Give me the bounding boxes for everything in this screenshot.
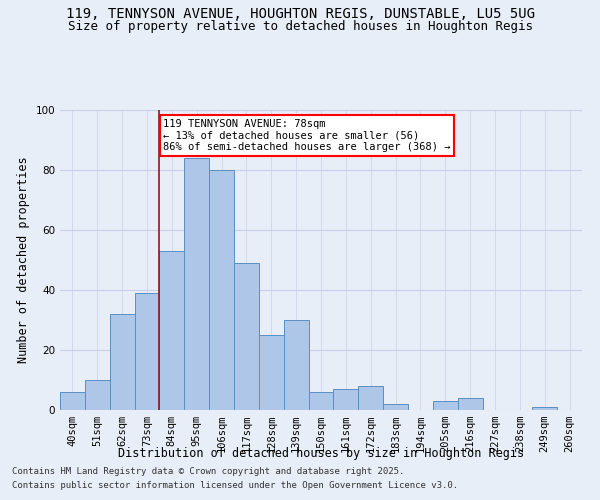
- Bar: [60, 392, 85, 410]
- Bar: [110, 314, 134, 410]
- Bar: [334, 389, 358, 410]
- Text: 119 TENNYSON AVENUE: 78sqm
← 13% of detached houses are smaller (56)
86% of semi: 119 TENNYSON AVENUE: 78sqm ← 13% of deta…: [163, 119, 451, 152]
- Bar: [134, 293, 160, 410]
- Bar: [308, 392, 334, 410]
- Bar: [184, 158, 209, 410]
- Bar: [160, 251, 184, 410]
- Bar: [383, 404, 408, 410]
- Text: Contains public sector information licensed under the Open Government Licence v3: Contains public sector information licen…: [12, 481, 458, 490]
- Bar: [234, 263, 259, 410]
- Text: Contains HM Land Registry data © Crown copyright and database right 2025.: Contains HM Land Registry data © Crown c…: [12, 467, 404, 476]
- Bar: [284, 320, 308, 410]
- Bar: [85, 380, 110, 410]
- Bar: [259, 335, 284, 410]
- Bar: [209, 170, 234, 410]
- Bar: [532, 407, 557, 410]
- Bar: [458, 398, 482, 410]
- Text: Distribution of detached houses by size in Houghton Regis: Distribution of detached houses by size …: [118, 448, 524, 460]
- Y-axis label: Number of detached properties: Number of detached properties: [17, 156, 30, 364]
- Bar: [358, 386, 383, 410]
- Text: 119, TENNYSON AVENUE, HOUGHTON REGIS, DUNSTABLE, LU5 5UG: 119, TENNYSON AVENUE, HOUGHTON REGIS, DU…: [65, 8, 535, 22]
- Text: Size of property relative to detached houses in Houghton Regis: Size of property relative to detached ho…: [67, 20, 533, 33]
- Bar: [433, 401, 458, 410]
